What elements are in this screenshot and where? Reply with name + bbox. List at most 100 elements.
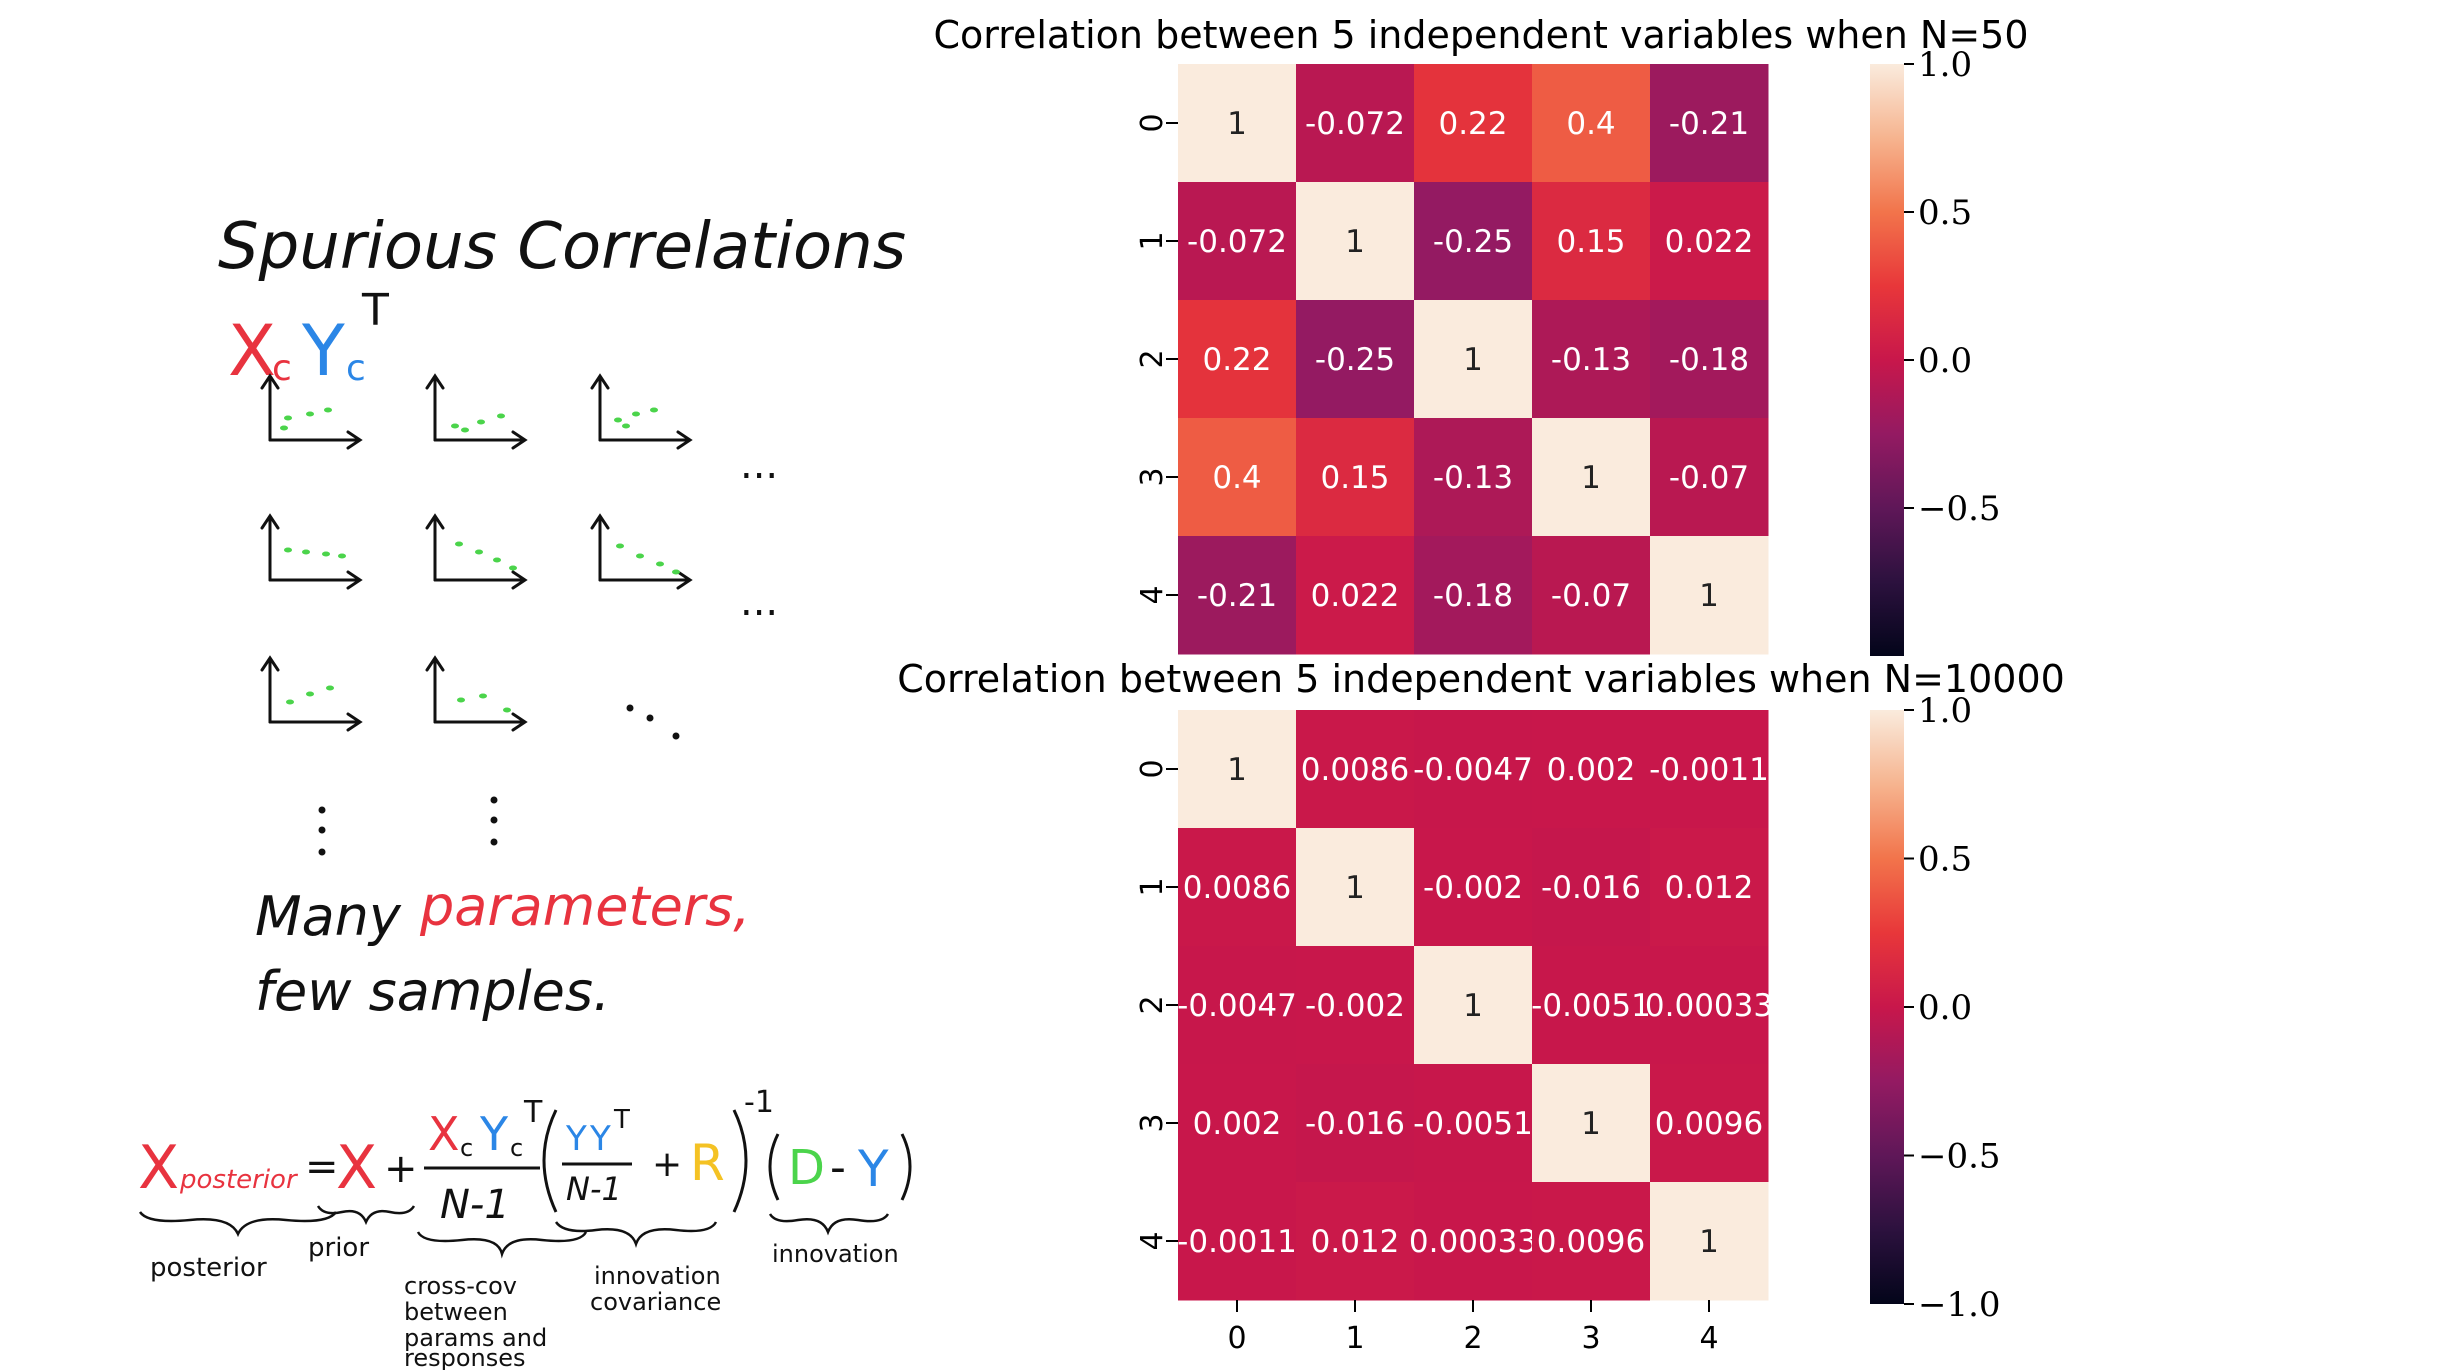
mini-scatter-grid <box>260 373 693 732</box>
colorbar-gradient <box>1870 710 1904 1304</box>
cell-label: -0.002 <box>1423 870 1523 906</box>
ellipsis-row-1: ... <box>740 442 778 488</box>
vertical-ellipsis-1 <box>318 806 326 856</box>
heatmap-cell <box>1650 418 1769 537</box>
cell-label: -0.25 <box>1315 342 1395 378</box>
cell-label: -0.016 <box>1541 870 1641 906</box>
chart-title: Correlation between 5 independent variab… <box>933 13 2028 57</box>
y-tick-label: 1 <box>1135 231 1170 250</box>
heatmap-cell <box>1532 182 1651 301</box>
cell-label: 0.002 <box>1193 1106 1282 1142</box>
colorbar-tick-label: −0.5 <box>1918 1137 2001 1177</box>
eq-frac1-yc: Y <box>479 1107 509 1161</box>
cell-label: -0.21 <box>1197 578 1277 614</box>
eq-frac2-sup: T <box>613 1105 630 1135</box>
vertical-ellipsis-2 <box>490 796 498 846</box>
cell-label: -0.0051 <box>1531 988 1651 1024</box>
heatmap-cell <box>1650 182 1769 301</box>
x-tick-label: 0 <box>1227 1321 1246 1356</box>
cell-label: -0.0047 <box>1413 752 1533 788</box>
cell-label: 0.15 <box>1556 224 1625 260</box>
eq-label-prior: prior <box>308 1233 369 1263</box>
eq-frac2-yc2: Y <box>589 1119 611 1159</box>
y-tick-label: 2 <box>1135 349 1170 368</box>
colorbar-tick-label: 0.0 <box>1918 988 1972 1028</box>
eq-x-posterior-sub: posterior <box>179 1165 299 1195</box>
y-tick-label: 1 <box>1135 877 1170 896</box>
heatmap-cell <box>1532 828 1651 947</box>
colorbar-tick-label: 1.0 <box>1918 691 1972 731</box>
cell-label: 0.4 <box>1212 460 1261 496</box>
cell-label: 0.012 <box>1311 1224 1400 1260</box>
cell-label: 1 <box>1463 988 1483 1024</box>
heatmap-cell <box>1414 1064 1533 1183</box>
cell-label: 1 <box>1581 460 1601 496</box>
mini-scatter <box>260 655 363 732</box>
heatmap-cell <box>1296 418 1415 537</box>
cell-label: 1 <box>1463 342 1483 378</box>
cell-label: 1 <box>1699 1224 1719 1260</box>
chart-title: Correlation between 5 independent variab… <box>897 657 2065 701</box>
heatmap-cell <box>1532 1182 1651 1301</box>
parameters-highlight: parameters, <box>419 875 750 938</box>
cell-label: -0.072 <box>1305 106 1405 142</box>
notes-panel: Spurious Correlations X c Y c T ... ... … <box>138 210 912 1370</box>
x-tick-label: 1 <box>1345 1321 1364 1356</box>
eq-minus: - <box>830 1142 846 1193</box>
heatmap-cell <box>1532 536 1651 655</box>
heatmap-cell <box>1532 300 1651 419</box>
cell-label: 1 <box>1581 1106 1601 1142</box>
heatmap-cell <box>1532 946 1651 1065</box>
colorbar: 1.0 0.5 0.0 −0.5 −1.0 <box>1870 691 2001 1325</box>
heatmap-cell <box>1296 64 1415 183</box>
cell-label: -0.0047 <box>1177 988 1297 1024</box>
heatmap-cell <box>1178 1064 1297 1183</box>
x-tick-label: 3 <box>1581 1321 1600 1356</box>
cell-label: 1 <box>1699 578 1719 614</box>
eq-left-paren <box>542 1109 558 1213</box>
eq-left-paren-2 <box>768 1133 780 1201</box>
heatmap-cell <box>1650 1182 1769 1301</box>
heatmap-cell <box>1414 418 1533 537</box>
heatmap-cell <box>1178 182 1297 301</box>
cell-label: 0.22 <box>1438 106 1507 142</box>
eq-label-cross-cov-1: cross-cov <box>404 1272 517 1300</box>
mini-scatter <box>590 513 693 590</box>
eq-inverse: -1 <box>744 1085 774 1120</box>
y-tick-label: 4 <box>1135 585 1170 604</box>
cell-label: -0.0051 <box>1413 1106 1533 1142</box>
mini-scatter <box>425 373 528 450</box>
colorbar-tick-label: −0.5 <box>1918 489 2001 529</box>
eq-plus: + <box>384 1146 418 1192</box>
heatmap-cell <box>1650 828 1769 947</box>
eq-frac1-xc-sub: c <box>460 1134 473 1162</box>
mini-scatter <box>260 373 363 450</box>
cell-label: 0.022 <box>1311 578 1400 614</box>
eq-frac1-denominator: N-1 <box>440 1182 510 1228</box>
cell-label: 1 <box>1345 870 1365 906</box>
xc-yc-transpose: X c Y c T <box>228 285 389 392</box>
colorbar: 1.0 0.5 0.0 −0.5 <box>1870 45 2001 656</box>
heatmap-2: Correlation between 5 independent variab… <box>897 657 2065 1356</box>
heatmap-cell <box>1178 828 1297 947</box>
mini-scatter <box>260 513 363 590</box>
heatmap-panel: Correlation between 5 independent variab… <box>897 13 2065 1356</box>
cell-label: -0.016 <box>1305 1106 1405 1142</box>
cell-label: 1 <box>1345 224 1365 260</box>
heatmap-cell <box>1296 828 1415 947</box>
colorbar-tick-label: 0.5 <box>1918 840 1972 880</box>
y-tick-label: 2 <box>1135 995 1170 1014</box>
colorbar-tick-label: 0.5 <box>1918 193 1972 233</box>
heatmap-cell <box>1532 418 1651 537</box>
cell-label: -0.13 <box>1433 460 1513 496</box>
cell-label: 0.002 <box>1547 752 1636 788</box>
eq-label-innovation-cov-1: innovation <box>594 1262 721 1290</box>
eq-frac2-yc1: Y <box>565 1119 587 1159</box>
eq-x-prior: X <box>336 1133 377 1203</box>
heatmap-cell <box>1532 710 1651 829</box>
mini-scatter <box>590 373 693 450</box>
heatmap-cell <box>1178 1182 1297 1301</box>
cell-label: 0.22 <box>1202 342 1271 378</box>
eq-inner-plus: + <box>652 1144 682 1185</box>
cell-label: -0.0011 <box>1649 752 1769 788</box>
